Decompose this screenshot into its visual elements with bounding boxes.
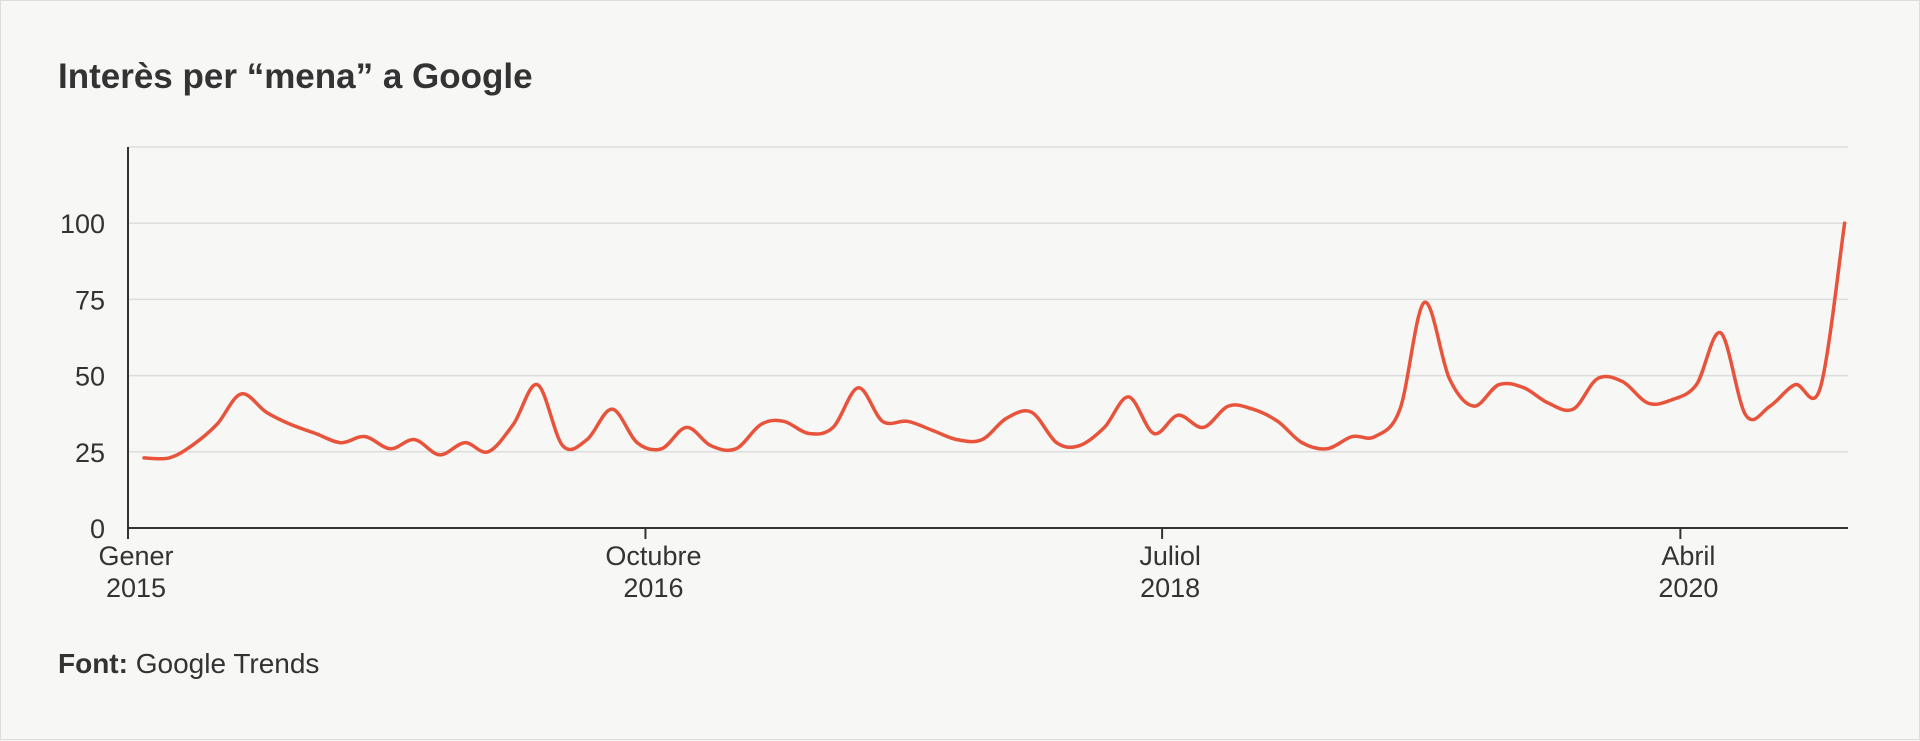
x-tick-label: 2016	[623, 573, 683, 603]
y-tick-label: 100	[60, 209, 105, 239]
axes	[127, 147, 1848, 539]
y-tick-labels: 0 25 50 75 100	[60, 209, 105, 544]
y-tick-label: 0	[90, 514, 105, 544]
series-line	[142, 221, 1847, 461]
x-tick-label: 2020	[1658, 573, 1718, 603]
x-tick-label: 2015	[106, 573, 166, 603]
x-tick-label: Octubre	[605, 541, 701, 571]
series-lines	[142, 221, 1847, 461]
x-tick-label: Juliol	[1139, 541, 1201, 571]
source-text: Google Trends	[135, 648, 320, 679]
gridlines	[128, 146, 1848, 453]
source-label: Font:	[58, 648, 128, 679]
chart-title: Interès per “mena” a Google	[58, 57, 533, 96]
x-tick-label: Abril	[1661, 541, 1715, 571]
y-tick-label: 50	[75, 362, 105, 392]
x-tick-label: Gener	[98, 541, 173, 571]
y-tick-label: 75	[75, 285, 105, 315]
y-tick-label: 25	[75, 438, 105, 468]
source-note: Font: Google Trends	[58, 648, 319, 680]
x-tick-label: 2018	[1140, 573, 1200, 603]
